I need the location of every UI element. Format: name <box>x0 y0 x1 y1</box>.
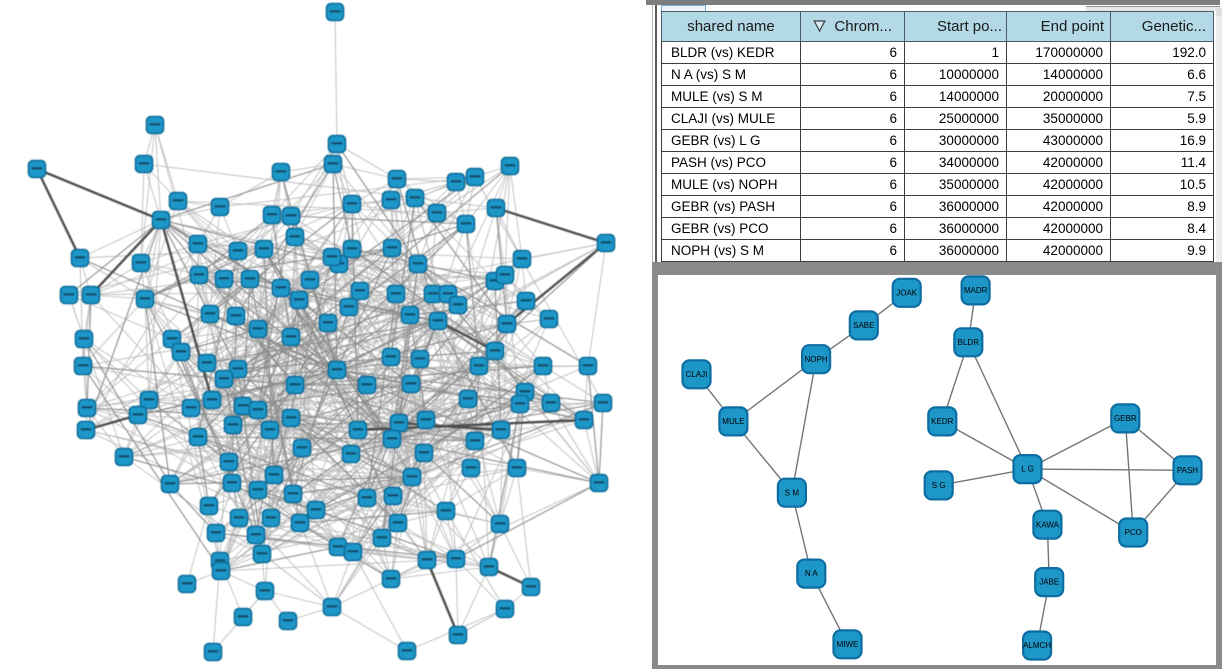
svg-text:MIWE: MIWE <box>837 640 859 649</box>
svg-text:SABE: SABE <box>853 321 874 330</box>
svg-text:S M: S M <box>785 488 800 497</box>
svg-text:N A: N A <box>805 569 819 578</box>
svg-text:JOAK: JOAK <box>896 288 918 297</box>
svg-text:NOPH: NOPH <box>805 355 828 364</box>
svg-text:PASH: PASH <box>1177 466 1198 475</box>
svg-text:MULE: MULE <box>722 417 744 426</box>
svg-text:PCO: PCO <box>1125 528 1142 537</box>
svg-text:GEBR: GEBR <box>1114 414 1137 423</box>
svg-text:JABE: JABE <box>1039 578 1059 587</box>
svg-text:BLDR: BLDR <box>958 338 980 347</box>
svg-text:KAWA: KAWA <box>1036 520 1060 529</box>
svg-text:L G: L G <box>1021 465 1034 474</box>
svg-text:CLAJI: CLAJI <box>686 370 708 379</box>
svg-text:MADR: MADR <box>964 286 988 295</box>
svg-text:ALMCH: ALMCH <box>1023 641 1051 650</box>
svg-text:S G: S G <box>932 481 946 490</box>
svg-text:KEDR: KEDR <box>931 417 953 426</box>
